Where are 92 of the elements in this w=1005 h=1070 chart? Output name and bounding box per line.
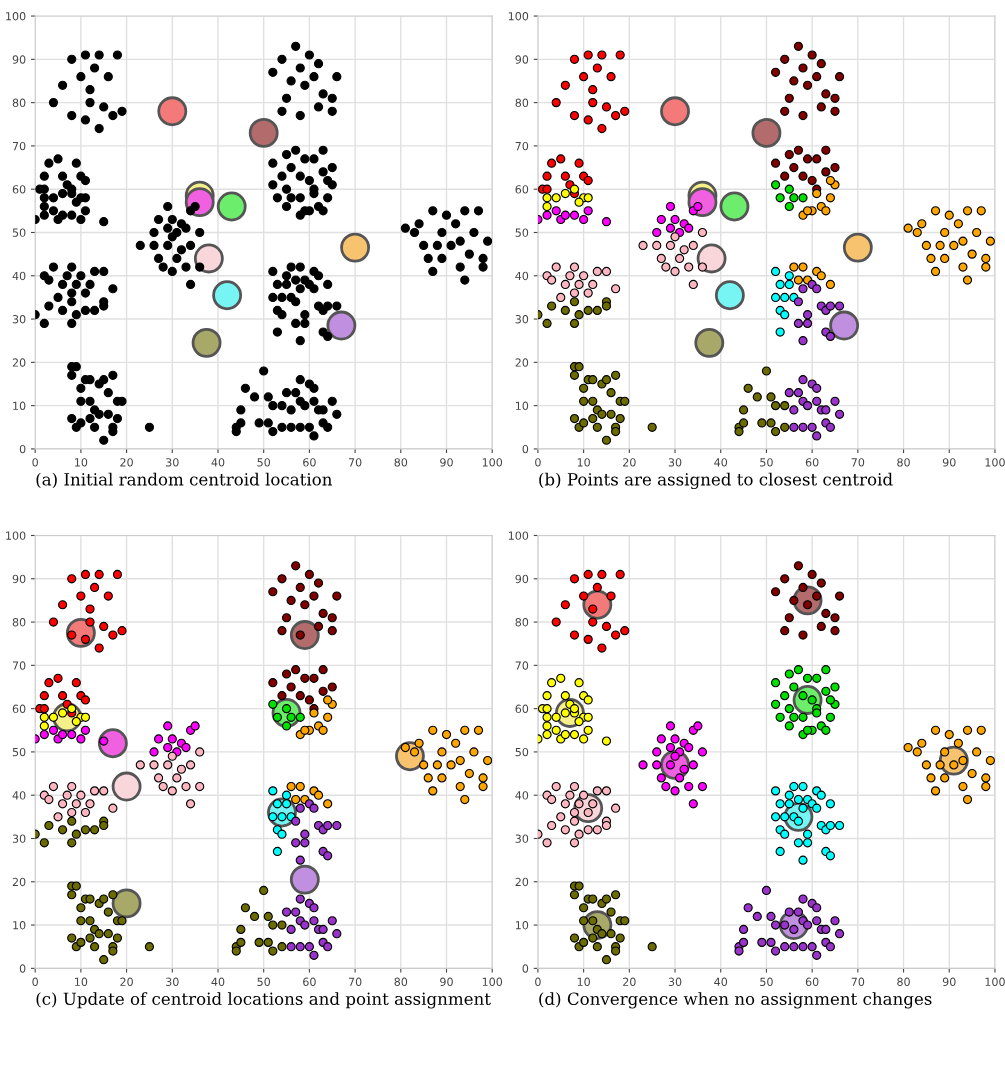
y-tick-label: 10 [515, 401, 529, 411]
y-tick-label: 100 [508, 531, 529, 540]
y-tick-label: 60 [12, 704, 26, 714]
y-tick-label: 40 [12, 791, 26, 800]
x-tick-label: 60 [303, 458, 316, 467]
x-tick-label: 40 [211, 458, 225, 467]
x-tick-label: 80 [897, 458, 910, 467]
y-tick-label: 0 [522, 964, 529, 973]
y-tick-label: 70 [515, 141, 529, 151]
text: (a) Initial random centroid location [36, 472, 332, 488]
y-tick-label: 60 [12, 185, 26, 194]
x-tick-label: 90 [942, 458, 956, 467]
text: (c) Update of centroid locations and point assignment [36, 992, 491, 1009]
y-tick-label: 70 [515, 661, 529, 670]
y-tick-label: 20 [515, 877, 529, 887]
y-tick-label: 80 [12, 618, 26, 627]
x-tick-label: 20 [120, 458, 133, 467]
y-tick-label: 20 [12, 358, 26, 367]
x-tick-label: 30 [668, 977, 682, 986]
y-tick-label: 100 [508, 12, 529, 21]
x-tick-label: 60 [805, 977, 819, 986]
x-tick-label: 10 [75, 977, 88, 986]
x-tick-label: 40 [714, 977, 728, 986]
y-tick-label: 0 [522, 444, 529, 454]
y-tick-label: 50 [12, 747, 26, 757]
y-tick-label: 50 [12, 228, 26, 237]
y-tick-label: 80 [515, 618, 529, 627]
x-tick-label: 60 [805, 458, 819, 467]
x-tick-label: 0 [535, 458, 541, 467]
y-tick-label: 90 [515, 574, 529, 584]
x-tick-label: 50 [257, 977, 271, 986]
x-tick-label: 20 [623, 977, 636, 986]
text: (b) Points are assigned to closest centroid [539, 472, 893, 490]
y-tick-label: 100 [6, 12, 26, 21]
x-tick-label: 100 [482, 458, 503, 467]
y-tick-label: 70 [12, 661, 26, 670]
x-tick-label: 30 [668, 458, 682, 467]
x-tick-label: 0 [32, 977, 38, 986]
y-tick-label: 20 [515, 358, 529, 367]
x-tick-label: 10 [75, 458, 88, 467]
x-tick-label: 90 [440, 977, 453, 986]
y-tick-label: 80 [12, 98, 26, 107]
y-tick-label: 20 [12, 877, 26, 887]
y-tick-label: 50 [515, 228, 529, 237]
x-tick-label: 0 [32, 458, 38, 467]
y-tick-label: 0 [19, 964, 26, 973]
x-tick-label: 90 [440, 458, 453, 467]
y-tick-label: 60 [515, 185, 529, 194]
y-tick-label: 80 [515, 98, 529, 107]
x-tick-label: 50 [760, 977, 773, 986]
x-tick-label: 70 [348, 977, 362, 986]
y-tick-label: 0 [19, 444, 26, 454]
y-tick-label: 40 [515, 791, 529, 800]
x-tick-label: 20 [623, 458, 636, 467]
y-tick-label: 30 [515, 315, 529, 324]
x-tick-label: 100 [985, 458, 1005, 467]
x-tick-label: 10 [577, 458, 590, 467]
y-tick-label: 30 [515, 834, 529, 843]
x-tick-label: 30 [166, 977, 179, 986]
x-tick-label: 0 [535, 977, 541, 986]
y-tick-label: 60 [515, 704, 529, 714]
x-tick-label: 80 [394, 458, 408, 467]
y-tick-label: 70 [12, 141, 26, 151]
x-tick-label: 80 [897, 977, 910, 986]
x-tick-label: 70 [348, 458, 362, 467]
x-tick-label: 10 [577, 977, 590, 986]
y-tick-label: 10 [515, 921, 529, 930]
y-tick-label: 10 [13, 921, 26, 930]
x-tick-label: 60 [303, 977, 316, 986]
y-tick-label: 50 [515, 747, 529, 757]
y-tick-label: 90 [12, 55, 26, 64]
text: (d) Convergence when no assignment changes [539, 992, 932, 1009]
x-tick-label: 50 [257, 458, 271, 467]
x-tick-label: 20 [120, 977, 133, 986]
y-tick-label: 90 [12, 574, 26, 584]
y-tick-label: 100 [6, 531, 26, 540]
y-tick-label: 30 [12, 834, 26, 843]
x-tick-label: 80 [394, 977, 408, 986]
y-tick-label: 40 [12, 271, 26, 281]
x-tick-label: 70 [851, 458, 865, 467]
y-tick-label: 90 [515, 55, 529, 64]
y-tick-label: 30 [12, 315, 26, 324]
x-tick-label: 100 [482, 977, 503, 986]
x-tick-label: 40 [211, 977, 225, 986]
y-tick-label: 10 [13, 401, 26, 411]
x-tick-label: 70 [851, 977, 865, 986]
x-tick-label: 100 [985, 977, 1005, 986]
x-tick-label: 90 [942, 977, 956, 986]
x-tick-label: 30 [166, 458, 179, 467]
y-tick-label: 40 [515, 271, 529, 281]
x-tick-label: 50 [760, 458, 773, 467]
x-tick-label: 40 [714, 458, 728, 467]
